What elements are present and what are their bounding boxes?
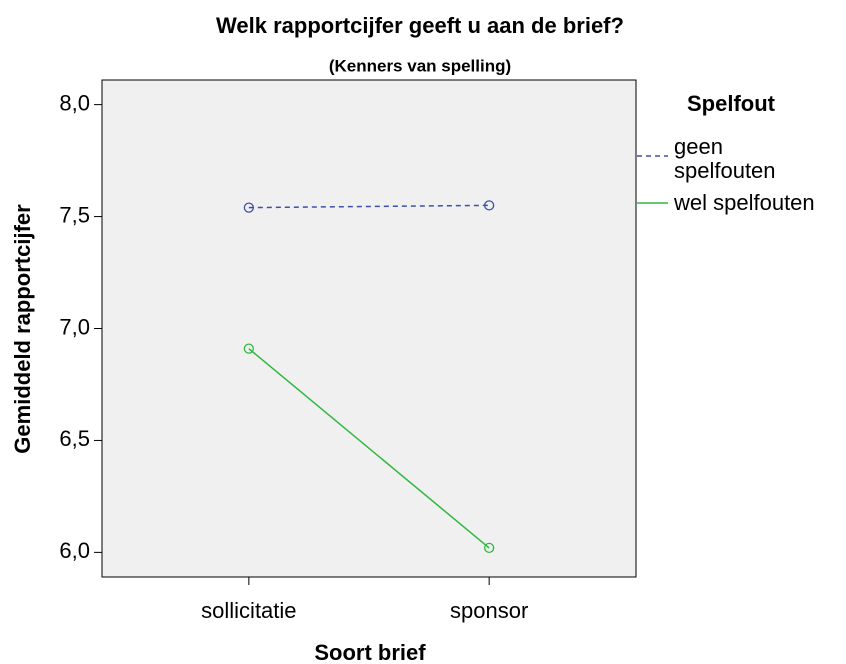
- legend-title: Spelfout: [687, 91, 775, 116]
- x-tick-label: sollicitatie: [201, 598, 296, 623]
- x-tick-label: sponsor: [450, 598, 528, 623]
- y-axis-label: Gemiddeld rapportcijfer: [10, 204, 35, 454]
- plot-area: [101, 79, 637, 578]
- x-axis-label: Soort brief: [314, 640, 426, 664]
- chart-title: Welk rapportcijfer geeft u aan de brief?: [216, 13, 624, 38]
- series-line: [248, 348, 490, 549]
- legend-label: wel spelfouten: [674, 190, 815, 215]
- series-line: [248, 204, 490, 209]
- y-tick-label: 6,0: [59, 538, 90, 563]
- y-tick-label: 7,0: [59, 314, 90, 339]
- data-point: [243, 202, 255, 213]
- y-tick-label: 8,0: [59, 90, 90, 115]
- y-tick-label: 6,5: [59, 426, 90, 451]
- data-point: [483, 200, 495, 211]
- chart-subtitle: (Kenners van spelling): [329, 56, 511, 75]
- legend-label: geen spelfouten: [674, 134, 776, 183]
- y-tick-label: 7,5: [59, 202, 90, 227]
- data-point: [483, 542, 495, 554]
- data-point: [243, 343, 255, 354]
